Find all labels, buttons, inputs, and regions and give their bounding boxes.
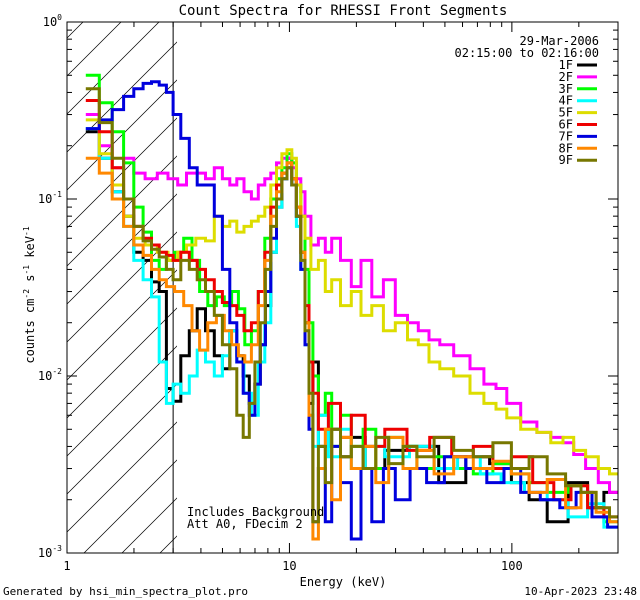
y-axis-label-exp3: -1 [22,226,31,236]
hatch-line [464,0,640,553]
x-tick-label: 10 [282,559,296,573]
x-axis-label: Energy (keV) [300,575,387,589]
hatch-line [540,0,640,553]
hatch-line [616,0,640,553]
legend-label-5F: 5F [559,106,573,120]
annotation-background: Includes Background [187,505,324,519]
y-tick-exp: -1 [52,190,62,199]
plot-series-group [85,73,618,541]
y-tick-base: 10 [38,192,52,206]
legend-label-4F: 4F [559,94,573,108]
legend-label-8F: 8F [559,141,573,155]
hatch-line [67,41,177,153]
legend-label-6F: 6F [559,118,573,132]
hatch-line [350,0,640,553]
y-tick-base: 10 [38,546,52,560]
hatch-line [0,0,100,553]
y-axis-label-tail: keV [23,236,37,265]
hatch-line [67,155,177,267]
y-tick-label: 100 [43,13,62,29]
y-tick-label: 10-2 [38,367,62,383]
hatched-region [0,0,640,553]
footer-timestamp: 10-Apr-2023 23:48 [524,585,637,598]
hatch-line [67,193,177,305]
x-tick-label: 100 [501,559,523,573]
hatch-line [67,421,177,533]
y-tick-base: 10 [38,369,52,383]
legend-time-range: 02:15:00 to 02:16:00 [455,46,600,60]
chart-title: Count Spectra for RHESSI Front Segments [179,3,508,19]
legend-label-3F: 3F [559,82,573,96]
series-line-2F [85,113,618,494]
y-tick-label: 10-1 [38,190,62,206]
legend-label-9F: 9F [559,153,573,167]
y-tick-exp: -3 [52,544,62,553]
hatch-line [67,22,84,39]
y-axis-label-mid: s [23,275,37,289]
hatch-line [67,79,177,191]
annotation-attenuator: Att A0, FDecim 2 [187,517,303,531]
series-line-5F [85,118,618,476]
legend-date: 29-Mar-2006 [520,34,599,48]
y-tick-label: 10-3 [38,544,62,560]
series-line-8F [85,156,618,541]
y-tick-base: 10 [43,15,57,29]
y-axis-label: counts cm-2 s-1 keV-1 [22,226,37,363]
footer-generated-by: Generated by hsi_min_spectra_plot.pro [3,585,248,598]
y-tick-exp: 0 [57,13,62,22]
y-axis-label-exp2: -1 [22,265,31,275]
series-line-9F [85,87,618,524]
hatch-line [274,0,640,553]
y-axis-label-exp1: -2 [22,289,31,299]
hatch-line [67,383,177,495]
plot-frame [66,21,619,554]
hatch-line [0,0,138,553]
x-tick-label: 1 [63,559,70,573]
y-tick-exp: -2 [52,367,62,376]
legend-label-2F: 2F [559,70,573,84]
hatch-line [67,345,177,457]
hatch-line [67,22,160,115]
legend-label-7F: 7F [559,129,573,143]
legend-label-1F: 1F [559,58,573,72]
y-axis-label-base: counts cm [23,299,37,364]
hatch-line [67,117,177,229]
